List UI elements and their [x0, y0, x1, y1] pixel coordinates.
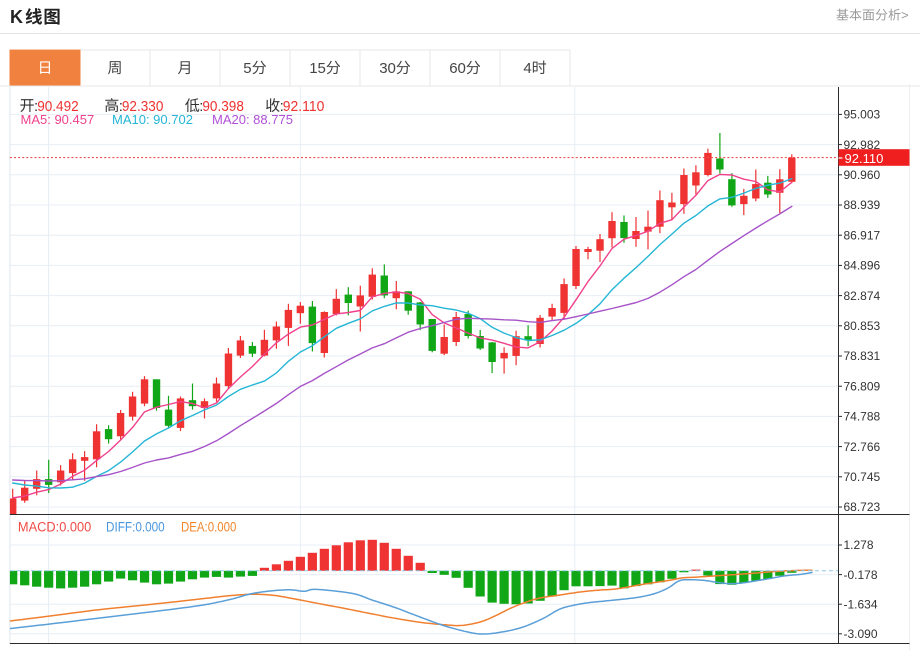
- svg-text::: :: [119, 98, 123, 115]
- svg-text:60: 60: [449, 60, 466, 77]
- svg-text:-0.178: -0.178: [844, 568, 878, 582]
- svg-text:92.330: 92.330: [122, 98, 163, 115]
- svg-text:MA20: 88.775: MA20: 88.775: [212, 112, 293, 127]
- svg-text:80.853: 80.853: [844, 319, 881, 333]
- svg-text:82.874: 82.874: [844, 289, 881, 303]
- svg-text:76.809: 76.809: [844, 379, 881, 393]
- svg-text:>: >: [901, 8, 909, 23]
- svg-text:95.003: 95.003: [844, 108, 881, 122]
- svg-text:86.917: 86.917: [844, 228, 881, 242]
- svg-text:MA10: 90.702: MA10: 90.702: [112, 112, 193, 127]
- svg-text:-1.634: -1.634: [844, 597, 878, 611]
- svg-text:88.939: 88.939: [844, 198, 881, 212]
- svg-text:4: 4: [523, 60, 531, 77]
- svg-text:90.960: 90.960: [844, 168, 881, 182]
- svg-text:90.492: 90.492: [37, 98, 78, 115]
- svg-text::: :: [199, 98, 203, 115]
- svg-text:72.766: 72.766: [844, 440, 881, 454]
- svg-text:K: K: [10, 7, 23, 27]
- svg-text::: :: [280, 98, 284, 115]
- svg-text:5: 5: [243, 60, 251, 77]
- svg-text:92.110: 92.110: [845, 151, 884, 166]
- svg-text:30: 30: [379, 60, 396, 77]
- svg-text:92.110: 92.110: [283, 98, 325, 115]
- svg-text:DIFF:0.000: DIFF:0.000: [106, 520, 165, 535]
- svg-text:70.745: 70.745: [844, 470, 881, 484]
- svg-text:1.278: 1.278: [844, 538, 874, 552]
- svg-text:84.896: 84.896: [844, 259, 881, 273]
- svg-text:15: 15: [309, 60, 326, 77]
- svg-text::: :: [34, 98, 38, 115]
- svg-text:MACD:0.000: MACD:0.000: [18, 520, 91, 535]
- svg-text:78.831: 78.831: [844, 349, 881, 363]
- svg-text:92.982: 92.982: [844, 138, 881, 152]
- svg-text:90.398: 90.398: [202, 98, 244, 115]
- svg-text:68.723: 68.723: [844, 500, 881, 514]
- svg-text:-3.090: -3.090: [844, 627, 878, 641]
- svg-text:DEA:0.000: DEA:0.000: [181, 520, 236, 535]
- svg-text:MA5: 90.457: MA5: 90.457: [21, 112, 95, 127]
- svg-text:74.788: 74.788: [844, 410, 881, 424]
